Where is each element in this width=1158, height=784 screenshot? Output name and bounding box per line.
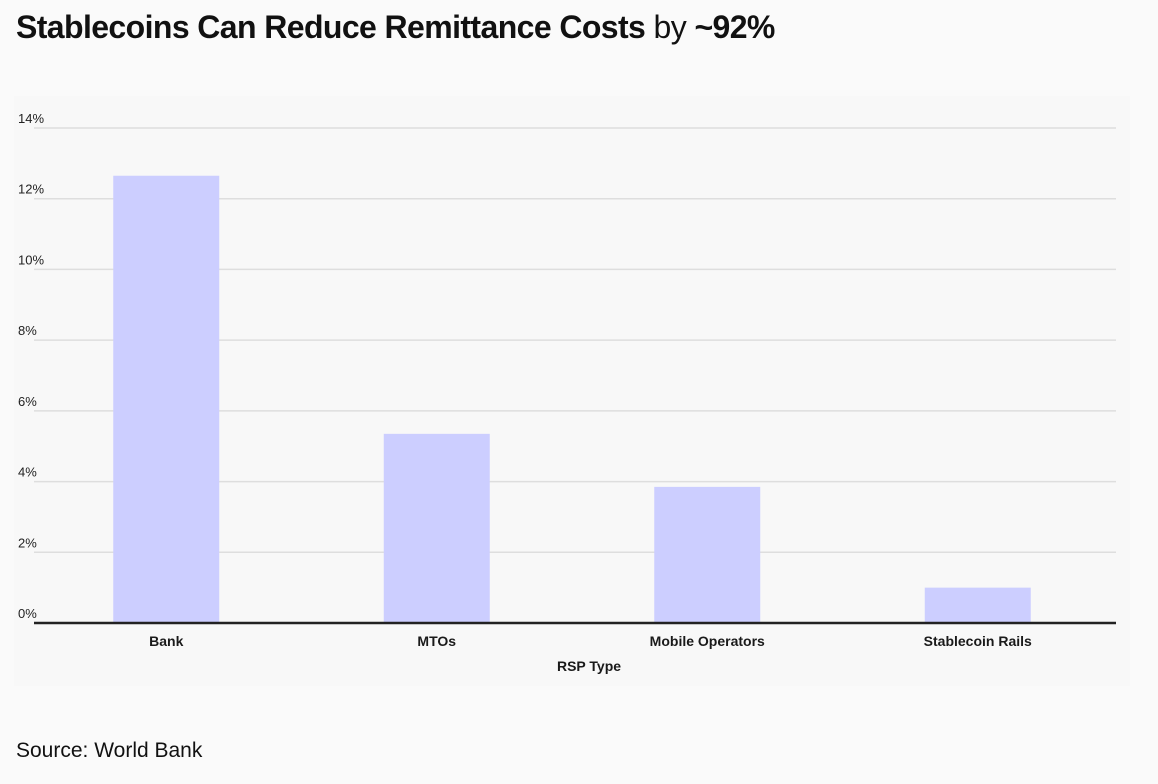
x-axis-title: RSP Type <box>557 658 621 674</box>
y-tick-label-6: 6% <box>18 394 37 409</box>
y-tick-label-2: 2% <box>18 535 37 550</box>
title-highlight: ~92% <box>694 9 775 45</box>
y-tick-label-4: 4% <box>18 465 37 480</box>
bar-mobile-operators <box>654 486 761 623</box>
x-tick-label-stablecoin-rails: Stablecoin Rails <box>924 633 1032 649</box>
x-tick-label-bank: Bank <box>149 633 183 649</box>
bar-chart: 0% 2% 4% 6% 8% 10% 12% 14% Bank MTOs Mobile Operat… <box>18 111 1116 674</box>
title-by: by <box>653 9 687 45</box>
x-tick-label-mobile-operators: Mobile Operators <box>650 633 765 649</box>
y-tick-label-10: 10% <box>18 252 44 267</box>
x-tick-label-mtos: MTOs <box>417 633 456 649</box>
chart-title: Stablecoins Can Reduce Remittance Costs … <box>16 6 775 48</box>
source-note: Source: World Bank <box>16 739 203 762</box>
y-tick-label-0: 0% <box>18 606 37 621</box>
chart-area: 0% 2% 4% 6% 8% 10% 12% 14% Bank MTOs Mobile Operat… <box>14 96 1130 686</box>
y-tick-label-12: 12% <box>18 182 44 197</box>
y-tick-label-8: 8% <box>18 323 37 338</box>
y-tick-label-14: 14% <box>18 111 44 126</box>
title-main: Stablecoins Can Reduce Remittance Costs <box>16 9 646 45</box>
bar-stablecoin-rails <box>924 587 1031 623</box>
bar-bank <box>113 175 220 623</box>
bar-mtos <box>383 433 490 623</box>
